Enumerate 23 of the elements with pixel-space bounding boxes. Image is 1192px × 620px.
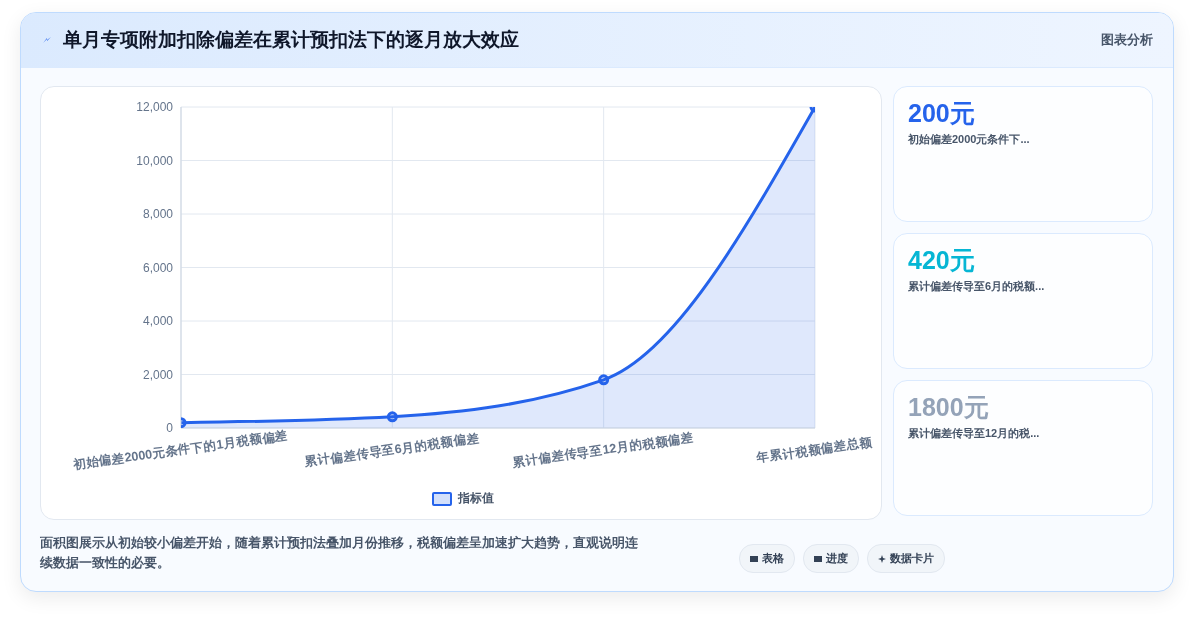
text: 面积图展示从初始较小偏差开始，随着累计预扣法叠加月份推移，税额偏差呈加速扩大趋势，直观说明连续数据一致性的必要。 <box>40 534 639 572</box>
legend-label: 指标值 <box>458 490 494 507</box>
y-tick-label: 10,000 <box>136 153 174 168</box>
y-tick-label: 8,000 <box>142 207 174 222</box>
text: 累计偏差传导至6月的税额... <box>908 279 1046 294</box>
text: 进度 <box>826 551 848 566</box>
text: 累计偏差传导至12月的税... <box>908 426 1041 441</box>
y-tick-label: 2,000 <box>142 367 174 382</box>
text: 420元 <box>908 245 976 276</box>
text: 数据卡片 <box>890 551 934 566</box>
chart-title: 单月专项附加扣除偏差在累计预扣法下的逐月放大效应 <box>63 28 519 52</box>
x-tick-label: 累计偏差传导至6月的税额偏差 <box>302 429 480 470</box>
text: 初始偏差2000元条件下... <box>908 132 1031 147</box>
text: 1800元 <box>908 392 990 423</box>
y-tick-label: 12,000 <box>136 100 174 115</box>
x-tick-label: 年累计税额偏差总额 <box>754 433 875 466</box>
text: 200元 <box>908 98 976 129</box>
text: 图表分析 <box>1101 31 1153 49</box>
y-tick-label: 0 <box>166 421 174 436</box>
x-tick-label: 累计偏差传导至12月的税额偏差 <box>510 429 695 470</box>
y-tick-label: 4,000 <box>142 314 174 329</box>
y-tick-label: 6,000 <box>142 260 174 275</box>
text: 表格 <box>762 551 784 566</box>
